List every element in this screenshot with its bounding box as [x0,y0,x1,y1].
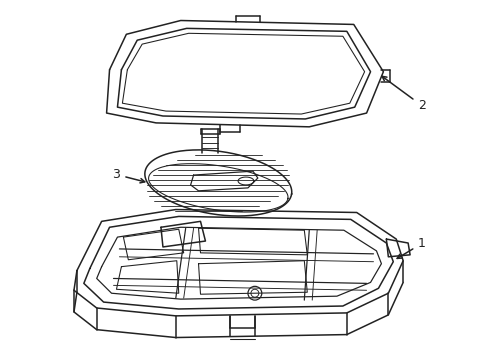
Text: 1: 1 [396,237,425,258]
Text: 2: 2 [381,76,425,112]
Text: 3: 3 [112,168,144,183]
